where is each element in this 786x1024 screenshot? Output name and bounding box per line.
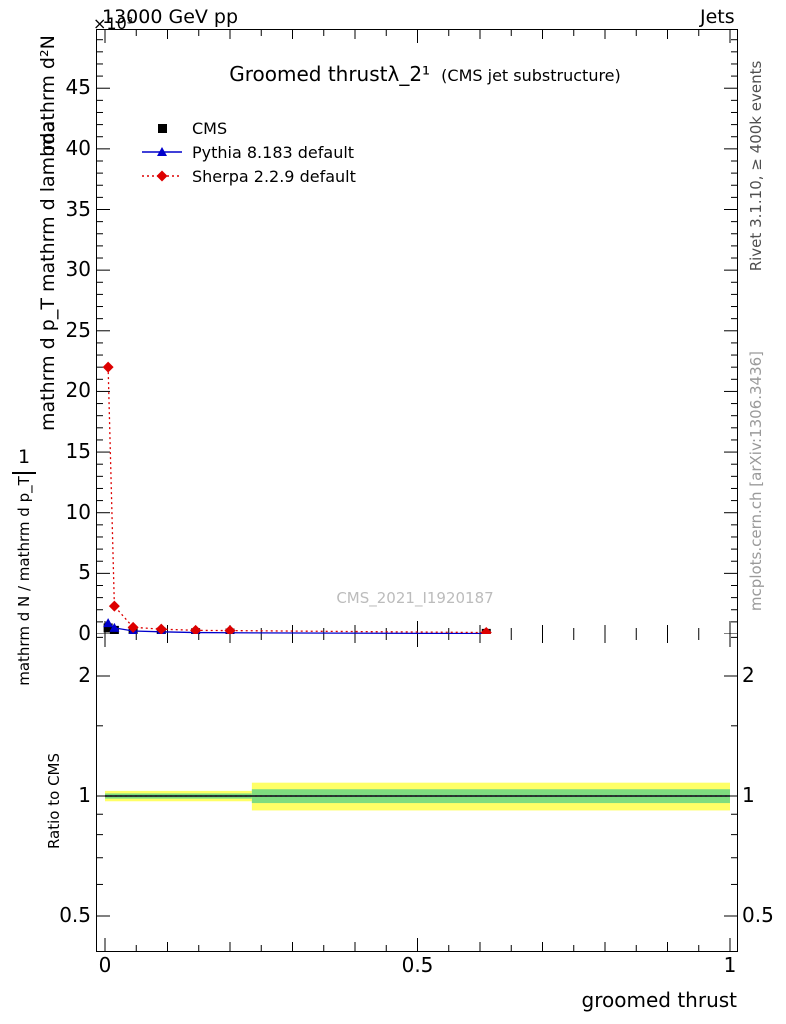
- legend-label-sherpa: Sherpa 2.2.9 default: [192, 166, 356, 186]
- y-axis-power-label: ×10³: [93, 14, 134, 33]
- ratio-y-tick-label-left: 2: [78, 663, 91, 687]
- sherpa-diamond-marker-icon: [142, 170, 182, 182]
- x-tick-label: 1: [723, 953, 737, 977]
- main-y-tick-label: 45: [65, 75, 91, 100]
- main-plot-panel: [96, 29, 738, 635]
- main-y-tick-label: 25: [65, 317, 91, 342]
- main-y-tick-label: 20: [65, 378, 91, 403]
- legend-label-pythia: Pythia 8.183 default: [192, 142, 355, 162]
- main-y-tick-label: 0: [78, 621, 91, 645]
- main-y-tick-label: 15: [65, 439, 91, 464]
- legend-label-cms: CMS: [192, 118, 228, 138]
- plot-title: Groomed thrustλ_2¹ (CMS jet substructure…: [150, 62, 700, 86]
- ratio-panel: [96, 634, 738, 952]
- plot-title-sub: (CMS jet substructure): [441, 66, 621, 85]
- x-tick-label: 0: [98, 953, 112, 977]
- ratio-y-tick-label-right: 1: [742, 783, 755, 807]
- analysis-group-label: Jets: [700, 6, 735, 28]
- x-tick-label: 0.5: [401, 953, 434, 977]
- ratio-y-tick-label-right: 2: [742, 663, 755, 687]
- ratio-y-tick-label-right: 0.5: [742, 903, 774, 927]
- legend: CMS Pythia 8.183 default Sherpa 2.2.9 de…: [140, 116, 356, 188]
- beam-energy-label: 13000 GeV pp: [102, 6, 239, 28]
- x-axis-label: groomed thrust: [581, 988, 737, 1012]
- legend-item-cms: CMS: [140, 116, 356, 140]
- cms-square-marker-icon: [158, 124, 167, 133]
- main-y-tick-label: 30: [65, 257, 91, 282]
- ratio-plot-svg: [97, 634, 737, 951]
- main-y-tick-label: 5: [78, 560, 91, 585]
- legend-item-pythia: Pythia 8.183 default: [140, 140, 356, 164]
- mcplots-arxiv-note: mcplots.cern.ch [arXiv:1306.3436]: [747, 350, 765, 612]
- y-axis-fraction-numerator: 1: [17, 446, 31, 468]
- main-y-tick-label: 35: [65, 196, 91, 221]
- pythia-triangle-marker-icon: [142, 147, 182, 156]
- main-y-tick-label: 40: [65, 135, 91, 160]
- y-axis-fraction-denominator: mathrm d N / mathrm d p_T: [15, 476, 33, 686]
- ratio-y-tick-label-left: 1: [78, 783, 91, 807]
- main-plot-svg: [97, 30, 737, 634]
- rivet-version-note: Rivet 3.1.10, ≥ 400k events: [747, 60, 765, 272]
- ratio-y-tick-label-left: 0.5: [59, 903, 91, 927]
- legend-item-sherpa: Sherpa 2.2.9 default: [140, 164, 356, 188]
- y-axis-fraction-bar: [12, 472, 36, 474]
- plot-title-main: Groomed thrustλ_2¹: [229, 62, 431, 86]
- main-y-tick-label: 10: [65, 499, 91, 524]
- watermark-analysis-id: CMS_2021_I1920187: [336, 589, 494, 607]
